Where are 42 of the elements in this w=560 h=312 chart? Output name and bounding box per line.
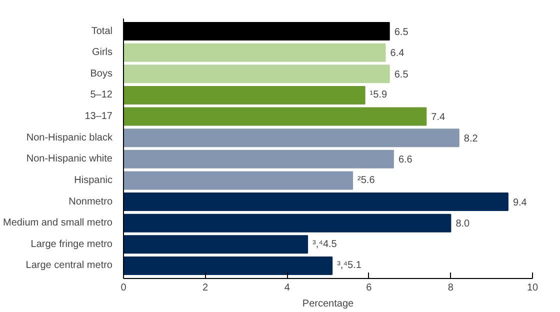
data-label: 6.5 (394, 69, 409, 80)
bar (124, 192, 508, 212)
bar (124, 214, 452, 232)
x-axis-title: Percentage (302, 298, 354, 310)
bar (124, 256, 333, 275)
x-tick-label: 10 (526, 282, 538, 294)
data-label: 6.6 (398, 154, 413, 166)
y-tick-label: Medium and small metro (3, 218, 113, 229)
data-label: ¹5.9 (370, 90, 388, 101)
y-tick-label: Boys (90, 68, 113, 80)
bar (124, 150, 394, 168)
y-tick-label: Girls (92, 47, 113, 58)
data-label: 7.4 (431, 112, 446, 124)
y-tick-label: 13–17 (84, 111, 113, 122)
data-label: 9.4 (512, 197, 528, 208)
bar (124, 171, 354, 190)
x-tick-label: 4 (284, 282, 290, 294)
bar (124, 64, 390, 84)
data-label: ³,⁴5.1 (337, 260, 362, 272)
y-tick-label: Non-Hispanic white (26, 154, 113, 165)
data-label: 8.0 (456, 218, 470, 230)
y-tick-label: Large central metro (26, 260, 113, 272)
y-tick-label: 5–12 (90, 90, 113, 101)
data-label: 6.5 (394, 26, 409, 38)
data-label: 6.4 (390, 48, 405, 60)
bar (124, 86, 366, 104)
x-tick-label: 0 (120, 282, 127, 294)
y-tick-label: Hispanic (74, 174, 113, 186)
x-tick-label: 8 (448, 282, 454, 294)
y-tick-label: Total (91, 26, 112, 37)
x-tick-label: 6 (366, 282, 372, 294)
x-tick-label: 2 (202, 282, 209, 294)
data-label: 8.2 (464, 133, 478, 144)
bar (124, 43, 386, 62)
bar (124, 235, 308, 254)
bar (124, 128, 460, 148)
data-label: ²5.6 (358, 174, 376, 186)
y-tick-label: Nonmetro (68, 196, 113, 208)
y-tick-label: Large fringe metro (30, 238, 113, 250)
bar (124, 107, 427, 126)
data-label: ³,⁴4.5 (312, 238, 338, 250)
y-tick-label: Non-Hispanic black (26, 132, 114, 144)
